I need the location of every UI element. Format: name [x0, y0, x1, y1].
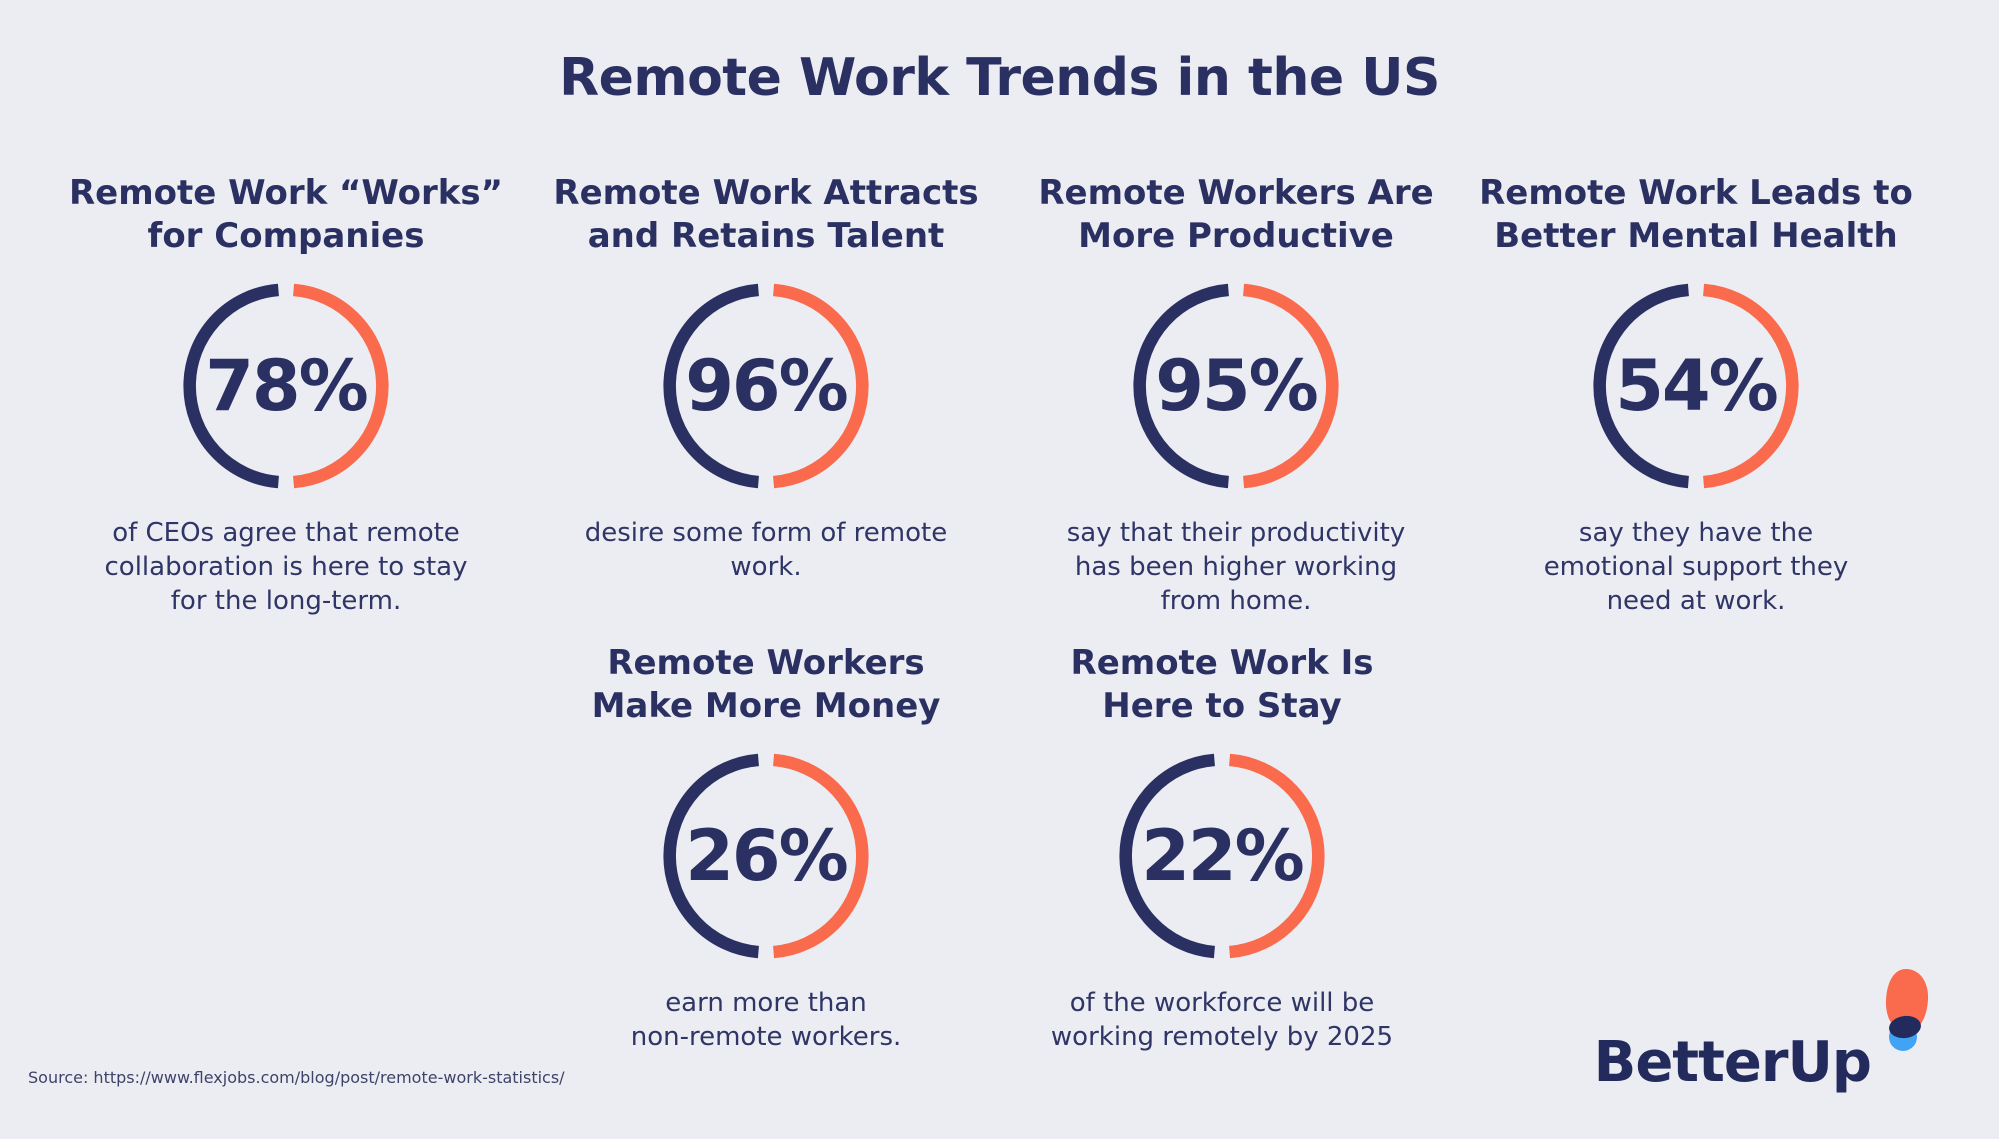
stat-ring-chart: 22%	[1116, 750, 1328, 962]
split-ring-icon	[663, 283, 869, 489]
ring-right-arc	[1229, 753, 1325, 959]
page-title: Remote Work Trends in the US	[559, 48, 1440, 108]
stat-description: desire some form of remote work.	[584, 518, 948, 582]
stat-value: 26%	[685, 815, 849, 897]
stat-description: say they have the emotional support they…	[1543, 518, 1849, 616]
split-ring-icon	[1593, 283, 1799, 489]
stat-card-title: Remote Workers Make More Money	[591, 643, 941, 726]
stat-card-title: Remote Workers Are More Productive	[1038, 173, 1434, 256]
stat-card-talent: Remote Work Attracts and Retains Talent …	[536, 172, 996, 585]
ring-right-arc	[1703, 283, 1799, 489]
stat-card-companies: Remote Work “Works” for Companies 78% of…	[56, 172, 516, 618]
stat-card-here-to-stay: Remote Work Is Here to Stay 22% of the w…	[992, 642, 1452, 1055]
split-ring-icon	[183, 283, 389, 489]
stat-description: of the workforce will be working remotel…	[1050, 988, 1394, 1052]
stat-description: earn more than non-remote workers.	[630, 988, 902, 1052]
ring-left-arc	[1119, 753, 1215, 959]
split-ring-icon	[663, 753, 869, 959]
stat-card-mental-health: Remote Work Leads to Better Mental Healt…	[1466, 172, 1926, 618]
ring-left-arc	[663, 753, 759, 959]
ring-right-arc	[293, 283, 389, 489]
ring-left-arc	[663, 283, 759, 489]
ring-left-arc	[1593, 283, 1689, 489]
stat-ring-chart: 54%	[1590, 280, 1802, 492]
stat-value: 78%	[205, 345, 369, 427]
betterup-logo-mark-icon	[1885, 969, 1929, 1051]
split-ring-icon	[1119, 753, 1325, 959]
stat-ring-chart: 95%	[1130, 280, 1342, 492]
ring-left-arc	[1133, 283, 1229, 489]
stat-ring-chart: 78%	[180, 280, 392, 492]
stat-value: 96%	[685, 345, 849, 427]
stat-value: 95%	[1155, 345, 1319, 427]
ring-right-arc	[1243, 283, 1339, 489]
stat-description: of CEOs agree that remote collaboration …	[104, 518, 468, 616]
logo-coral-blob	[1885, 969, 1929, 1033]
stat-card-productive: Remote Workers Are More Productive 95% s…	[1006, 172, 1466, 618]
stat-value: 22%	[1141, 815, 1305, 897]
betterup-logo: BetterUp	[1594, 967, 1933, 1091]
source-citation: Source: https://www.flexjobs.com/blog/po…	[28, 1068, 565, 1087]
stat-card-title: Remote Work Leads to Better Mental Healt…	[1479, 173, 1913, 256]
logo-navy-overlap	[1889, 1015, 1921, 1039]
split-ring-icon	[1133, 283, 1339, 489]
stat-card-title: Remote Work Is Here to Stay	[1070, 643, 1374, 726]
betterup-wordmark: BetterUp	[1593, 1030, 1872, 1095]
stat-ring-chart: 96%	[660, 280, 872, 492]
stat-card-title: Remote Work Attracts and Retains Talent	[553, 173, 979, 256]
stat-value: 54%	[1615, 345, 1779, 427]
ring-left-arc	[183, 283, 279, 489]
stat-card-money: Remote Workers Make More Money 26% earn …	[536, 642, 996, 1055]
stat-description: say that their productivity has been hig…	[1066, 518, 1406, 616]
ring-right-arc	[773, 753, 869, 959]
stat-card-title: Remote Work “Works” for Companies	[69, 173, 503, 256]
stat-ring-chart: 26%	[660, 750, 872, 962]
ring-right-arc	[773, 283, 869, 489]
